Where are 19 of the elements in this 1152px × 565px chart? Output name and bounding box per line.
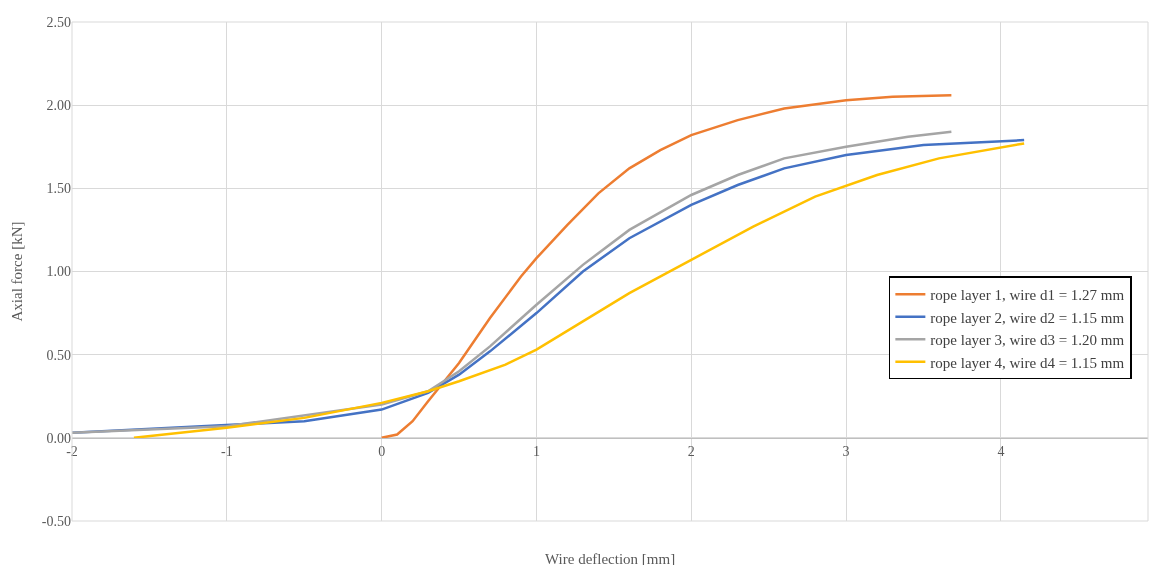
y-tick-label: 1.50 xyxy=(46,181,71,197)
x-tick-label: 0 xyxy=(378,443,386,459)
legend-label: rope layer 3, wire d3 = 1.20 mm xyxy=(930,332,1125,349)
y-tick-label: 1.00 xyxy=(46,264,71,280)
x-tick-label: 1 xyxy=(532,443,540,459)
legend-label: rope layer 2, wire d2 = 1.15 mm xyxy=(930,309,1125,326)
y-tick-label: 0.50 xyxy=(46,347,71,363)
y-tick-label: -0.50 xyxy=(41,513,71,529)
x-tick-label: 4 xyxy=(997,443,1005,459)
y-tick-label: 2.50 xyxy=(46,14,71,30)
x-tick-label: 3 xyxy=(842,443,850,459)
y-tick-label: 0.00 xyxy=(46,430,71,446)
y-tick-label: 2.00 xyxy=(46,98,71,114)
x-tick-label: 2 xyxy=(687,443,695,459)
x-tick-label: -2 xyxy=(66,443,78,459)
y-axis-title: Axial force [kN] xyxy=(9,221,26,322)
legend-label: rope layer 4, wire d4 = 1.15 mm xyxy=(930,354,1125,371)
x-tick-label: -1 xyxy=(220,443,233,459)
legend-label: rope layer 1, wire d1 = 1.27 mm xyxy=(930,287,1125,304)
